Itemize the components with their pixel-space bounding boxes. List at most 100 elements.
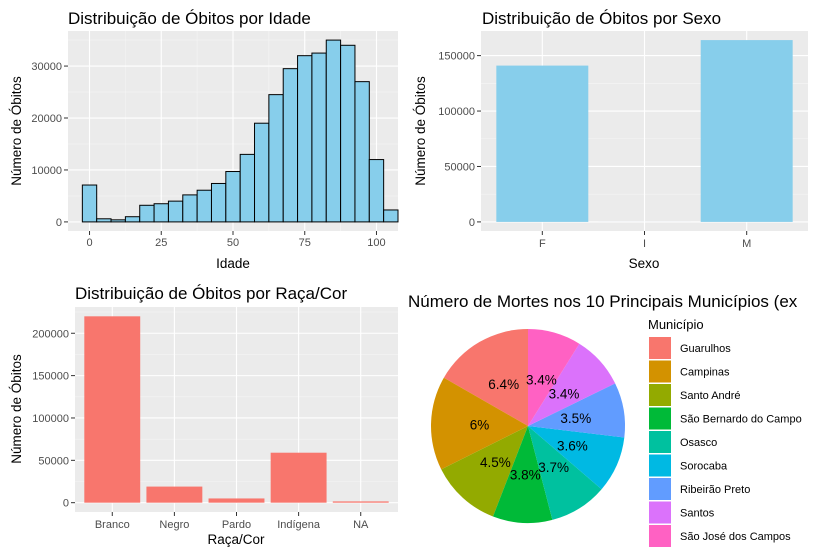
pie-legend-label: Campinas <box>680 367 730 379</box>
age-y-tick-label: 10000 <box>31 165 62 177</box>
age-histogram-bar <box>182 194 198 223</box>
pie-legend-swatch <box>649 454 671 477</box>
race-x-tick-label: Indígena <box>277 519 321 531</box>
age-y-tick-label: 30000 <box>31 61 62 73</box>
pie-slice-6 <box>528 426 625 490</box>
race-y-tick-label: 0 <box>63 498 69 510</box>
pie-legend-swatch <box>649 337 671 359</box>
pie-slice-8 <box>528 343 616 426</box>
race-x-tick-label: NA <box>353 519 369 531</box>
sex-bar-F <box>496 65 589 222</box>
pie-legend-swatch <box>649 478 671 500</box>
age-histogram-bar <box>225 171 241 223</box>
race-x-tick-label: Pardo <box>222 519 251 531</box>
race-x-tick-label: Branco <box>95 519 130 531</box>
pie-slice-1 <box>443 329 528 426</box>
pie-legend-label: Osasco <box>680 437 717 449</box>
age-histogram-bar <box>340 44 356 223</box>
age-histogram-bar <box>96 218 112 223</box>
pie-legend-title: Município <box>648 317 704 332</box>
pie-slice-percent-label: 3.7% <box>538 460 569 475</box>
age-y-axis-title: Número de Óbitos <box>9 76 24 186</box>
sex-y-tick-label: 0 <box>469 217 475 229</box>
municipios-pie-chart: Número de Mortes nos 10 Principais Munic… <box>408 292 802 547</box>
age-histogram-bar <box>254 122 270 223</box>
age-y-tick-label: 20000 <box>31 113 62 125</box>
sex-x-tick-label: F <box>539 238 546 250</box>
pie-legend-swatch <box>649 384 671 406</box>
age-histogram-bar <box>153 203 169 223</box>
pie-slice-2 <box>430 377 528 470</box>
age-x-tick-label: 25 <box>155 237 167 249</box>
age-histogram-chart: Distribuição de Óbitos por Idade 0 25 50 75… <box>9 9 399 271</box>
pie-slice-3 <box>441 426 528 517</box>
sex-x-tick-label: I <box>643 238 646 250</box>
sex-y-tick-label: 100000 <box>438 106 475 118</box>
pie-legend-label: Guarulhos <box>680 343 731 355</box>
race-y-tick-label: 150000 <box>32 371 69 383</box>
race-bar-Indígena <box>270 452 327 503</box>
pie-legend-label: Sorocaba <box>680 461 728 473</box>
pie-slice-percent-label: 6.4% <box>488 377 519 392</box>
pie-slice-4 <box>493 426 553 523</box>
pie-slice-7 <box>528 383 625 438</box>
pie-legend-label: Santo André <box>680 390 741 402</box>
age-histogram-bar <box>297 55 313 223</box>
pie-legend-swatch <box>649 407 671 430</box>
age-histogram-bar <box>81 184 98 223</box>
age-histogram-bar <box>167 200 184 223</box>
race-chart-title: Distribuição de Óbitos por Raça/Cor <box>75 284 347 303</box>
pie-legend-label: Ribeirão Preto <box>680 484 750 496</box>
race-bar-chart: Distribuição de Óbitos por Raça/Cor Bran… <box>9 284 398 547</box>
age-histogram-bar <box>139 204 155 223</box>
pie-slice-percent-label: 6% <box>470 418 490 433</box>
age-x-tick-label: 100 <box>367 237 385 249</box>
pie-legend-swatch <box>649 431 671 453</box>
pie-legend-swatch <box>649 501 671 524</box>
sex-y-tick-label: 150000 <box>438 51 475 63</box>
pie-legend-label: São Bernardo do Campo <box>680 414 802 426</box>
age-x-axis-title: Idade <box>216 256 250 271</box>
sex-bar-chart: Distribuição de Óbitos por Sexo F I M 0 500… <box>413 9 808 271</box>
age-histogram-bar <box>368 159 385 223</box>
pie-slice-percent-label: 4.5% <box>480 455 511 470</box>
race-x-tick-label: Negro <box>159 519 189 531</box>
age-histogram-bar <box>268 94 284 223</box>
age-y-tick-label: 0 <box>56 217 62 229</box>
race-y-tick-label: 50000 <box>38 455 69 467</box>
race-y-axis-title: Número de Óbitos <box>9 354 24 464</box>
pie-slice-percent-label: 3.6% <box>557 439 588 454</box>
sex-x-axis-title: Sexo <box>629 256 660 271</box>
pie-slice-percent-label: 3.8% <box>510 467 541 482</box>
pie-legend-swatch <box>649 360 671 383</box>
age-histogram-bar <box>383 209 399 223</box>
age-histogram-bar <box>110 219 126 223</box>
sex-y-axis-title: Número de Óbitos <box>413 76 428 186</box>
age-x-tick-label: 75 <box>299 237 311 249</box>
sex-y-tick-label: 50000 <box>444 161 475 173</box>
age-chart-title: Distribuição de Óbitos por Idade <box>68 9 311 28</box>
race-bar-Negro <box>146 486 203 503</box>
age-histogram-bar <box>196 189 212 223</box>
pie-legend: Guarulhos Campinas Santo André São Bernardo… <box>649 337 802 547</box>
age-histogram-bar <box>354 81 370 223</box>
age-x-tick-label: 50 <box>227 237 239 249</box>
race-bar-Pardo <box>208 498 265 503</box>
pie-slice-percent-label: 3.4% <box>526 372 557 387</box>
pie-slice-9 <box>528 329 580 426</box>
race-x-axis-title: Raça/Cor <box>207 532 265 547</box>
pie-slice-5 <box>528 426 602 520</box>
age-histogram-bar <box>210 182 227 223</box>
pie-slice-percent-label: 3.4% <box>549 387 580 402</box>
pie-slice-percent-label: 3.5% <box>560 411 591 426</box>
race-y-tick-label: 200000 <box>32 328 69 340</box>
race-y-tick-label: 100000 <box>32 413 69 425</box>
age-histogram-bar <box>325 39 342 223</box>
age-histogram-bar <box>311 52 327 223</box>
sex-x-tick-label: M <box>742 238 751 250</box>
race-bar-NA <box>332 501 389 503</box>
age-x-tick-label: 0 <box>86 237 92 249</box>
age-histogram-bar <box>282 68 299 223</box>
pie-legend-swatch <box>649 525 671 547</box>
